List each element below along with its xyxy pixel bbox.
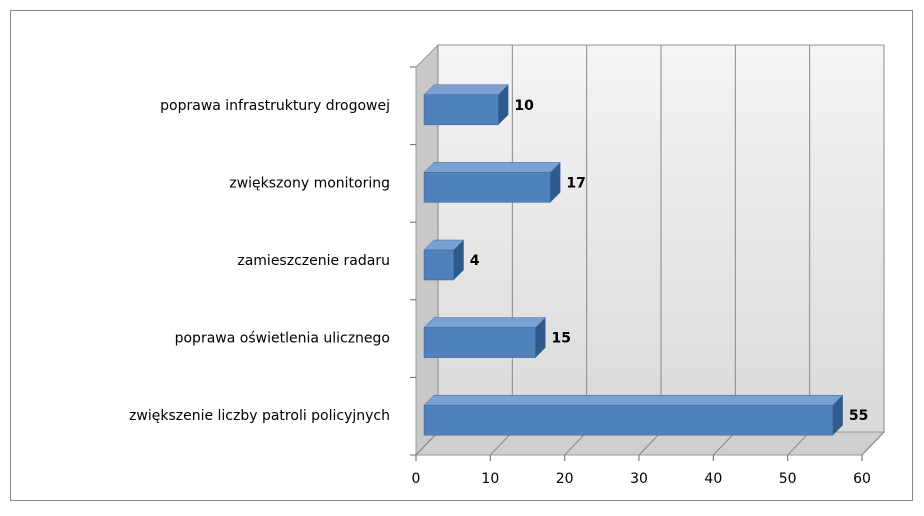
data-label: 4 [470,253,480,269]
x-tick-label: 20 [556,471,574,487]
bar-top [423,162,561,173]
x-tick-label: 30 [630,471,648,487]
bar-side [535,317,546,358]
x-tick-label: 10 [481,471,499,487]
y-tick-label: poprawa oświetlenia ulicznego [175,331,390,347]
grid-line [638,431,662,456]
bar [423,404,834,436]
grid-line [415,431,439,456]
y-tick-label: zwiększony monitoring [229,175,390,191]
x-tick-label: 0 [412,471,421,487]
data-label: 17 [566,175,585,191]
y-tick-label: zwiększenie liczby patroli policyjnych [129,408,390,424]
bar-top [423,84,509,96]
bar-top [423,317,547,328]
grid-line [787,431,811,456]
bar-side [453,240,464,280]
grid-line [489,431,513,456]
data-label: 55 [849,408,868,424]
data-label: 15 [552,331,571,347]
bar [423,94,499,126]
y-tick-label: poprawa infrastruktury drogowej [160,98,390,114]
bar [423,172,551,203]
bar-top [423,394,844,406]
bar-side [498,84,509,125]
bar-side [550,162,561,203]
grid-line [564,431,588,456]
grid-line [712,431,736,456]
bar [423,327,536,358]
y-tick-label: zamieszczenie radaru [237,253,390,269]
bar-side [832,395,843,436]
bar [423,249,454,281]
x-tick-label: 60 [853,471,871,487]
grid-line [861,431,885,456]
data-label: 10 [514,98,534,114]
x-tick-label: 50 [779,471,797,487]
x-tick-label: 40 [704,471,722,487]
